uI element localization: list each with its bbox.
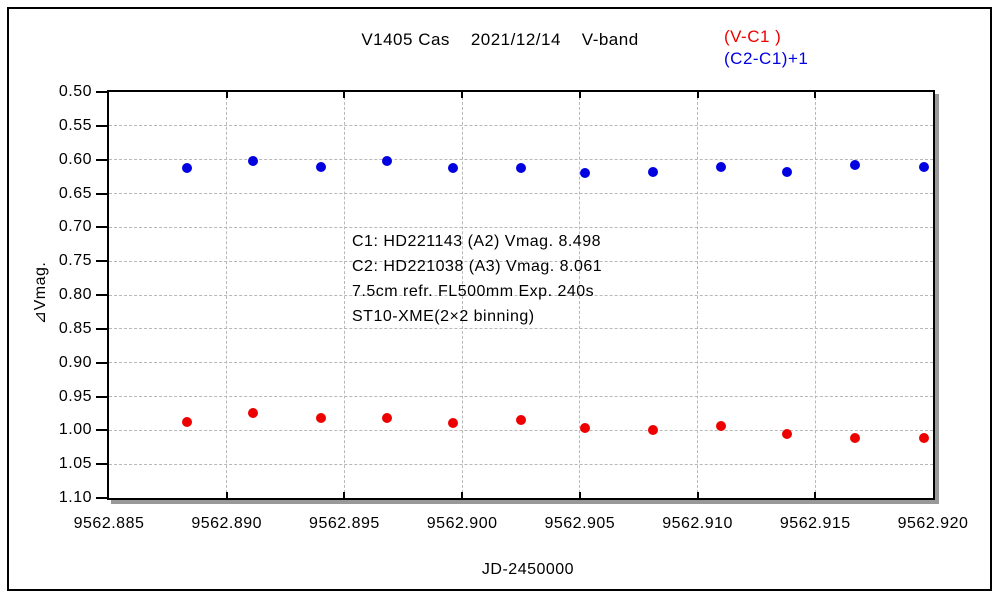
data-point-blue xyxy=(381,156,392,167)
y-tick-mark xyxy=(96,294,108,296)
y-tick-label: 0.75 xyxy=(58,252,92,270)
y-tick-mark xyxy=(96,429,108,432)
data-point-red xyxy=(447,417,458,428)
data-point-blue xyxy=(247,156,258,167)
legend-item-c2-c1: (C2-C1)+1 xyxy=(724,49,809,68)
y-tick-mark xyxy=(96,226,108,229)
y-gridline xyxy=(109,159,933,161)
y-tick-mark xyxy=(96,361,108,364)
x-tick-label: 9562.895 xyxy=(309,515,380,532)
x-tick-label: 9562.915 xyxy=(779,515,851,532)
x-tick-label: 9562.885 xyxy=(73,515,145,532)
annotation-line-c1: C1: HD221143 (A2) Vmag. 8.498 xyxy=(352,233,601,250)
y-gridline xyxy=(109,260,933,262)
data-point-red xyxy=(247,408,258,419)
x-tick-mark xyxy=(578,92,581,98)
data-point-red xyxy=(315,413,326,424)
annotation-line-camera: ST10-XME(2×2 binning) xyxy=(352,308,535,325)
x-axis-label: JD-2450000 xyxy=(481,561,575,578)
y-tick-mark xyxy=(96,158,108,161)
x-tick-mark xyxy=(225,92,228,98)
data-point-red xyxy=(782,429,793,440)
y-tick-label: 0.65 xyxy=(58,184,92,202)
data-point-blue xyxy=(516,163,526,174)
x-tick-mark xyxy=(696,492,699,498)
y-gridline xyxy=(109,396,933,397)
y-tick-mark xyxy=(96,463,108,466)
data-point-red xyxy=(181,417,192,428)
y-gridline xyxy=(109,226,933,228)
data-point-red xyxy=(716,420,727,431)
x-tick-mark xyxy=(696,92,699,98)
data-point-blue xyxy=(579,168,590,179)
x-tick-mark xyxy=(814,492,817,498)
legend: (V-C1 ) (C2-C1)+1 xyxy=(724,26,808,70)
y-tick-label: 0.95 xyxy=(58,387,92,405)
y-gridline xyxy=(109,463,933,465)
y-tick-mark xyxy=(96,124,108,127)
y-gridline xyxy=(109,294,933,296)
y-tick-mark xyxy=(96,192,108,195)
y-tick-label: 0.70 xyxy=(58,218,92,236)
data-point-blue xyxy=(647,166,658,177)
data-point-red xyxy=(647,424,658,435)
y-gridline xyxy=(109,125,933,127)
y-tick-label: 0.50 xyxy=(58,83,92,100)
y-tick-mark xyxy=(96,260,108,263)
data-point-blue xyxy=(782,166,793,177)
y-tick-mark xyxy=(96,395,108,398)
y-tick-mark xyxy=(96,497,108,499)
y-gridline xyxy=(109,328,933,330)
x-tick-mark xyxy=(343,92,346,98)
chart-title: V1405 Cas 2021/12/14 V-band xyxy=(361,30,639,49)
data-point-red xyxy=(850,432,861,443)
y-tick-label: 1.05 xyxy=(58,455,92,473)
legend-item-v-c1: (V-C1 ) xyxy=(724,27,782,46)
y-tick-label: 0.90 xyxy=(58,353,92,371)
x-tick-label: 9562.900 xyxy=(426,515,498,532)
x-tick-mark xyxy=(461,492,464,498)
data-point-red xyxy=(579,423,590,434)
y-tick-label: 1.10 xyxy=(58,489,92,506)
x-tick-label: 9562.905 xyxy=(544,515,616,532)
annotation-line-c2: C2: HD221038 (A3) Vmag. 8.061 xyxy=(352,258,603,275)
x-tick-label: 9562.920 xyxy=(897,515,969,532)
y-tick-mark xyxy=(96,327,108,330)
x-tick-mark xyxy=(343,492,346,498)
x-tick-mark xyxy=(814,92,817,98)
y-gridline xyxy=(109,193,933,194)
x-tick-mark xyxy=(461,92,464,98)
x-tick-mark xyxy=(578,492,581,498)
y-tick-mark xyxy=(96,91,108,93)
data-point-blue xyxy=(315,162,326,173)
data-point-red xyxy=(516,414,526,425)
y-tick-label: 0.85 xyxy=(58,319,92,337)
data-point-blue xyxy=(181,162,192,173)
x-tick-label: 9562.910 xyxy=(662,515,733,532)
annotation-line-telescope: 7.5cm refr. FL500mm Exp. 240s xyxy=(352,283,595,300)
plot-field xyxy=(109,92,933,498)
x-tick-mark xyxy=(225,492,228,498)
annotation-block: C1: HD221143 (A2) Vmag. 8.498 C2: HD2210… xyxy=(352,229,602,329)
data-point-blue xyxy=(447,162,458,173)
y-tick-label: 1.00 xyxy=(58,421,92,439)
data-point-blue xyxy=(716,162,727,173)
data-point-blue xyxy=(850,160,861,171)
y-tick-label: 0.60 xyxy=(58,150,92,168)
image-border xyxy=(7,7,992,591)
x-tick-label: 9562.890 xyxy=(191,515,263,532)
y-tick-label: 0.80 xyxy=(58,286,92,303)
data-point-red xyxy=(918,432,929,443)
data-point-red xyxy=(381,413,392,424)
y-gridline xyxy=(109,429,933,431)
y-gridline xyxy=(109,362,933,364)
data-point-blue xyxy=(918,162,929,173)
plot-frame xyxy=(107,90,935,500)
y-tick-label: 0.55 xyxy=(58,116,92,134)
